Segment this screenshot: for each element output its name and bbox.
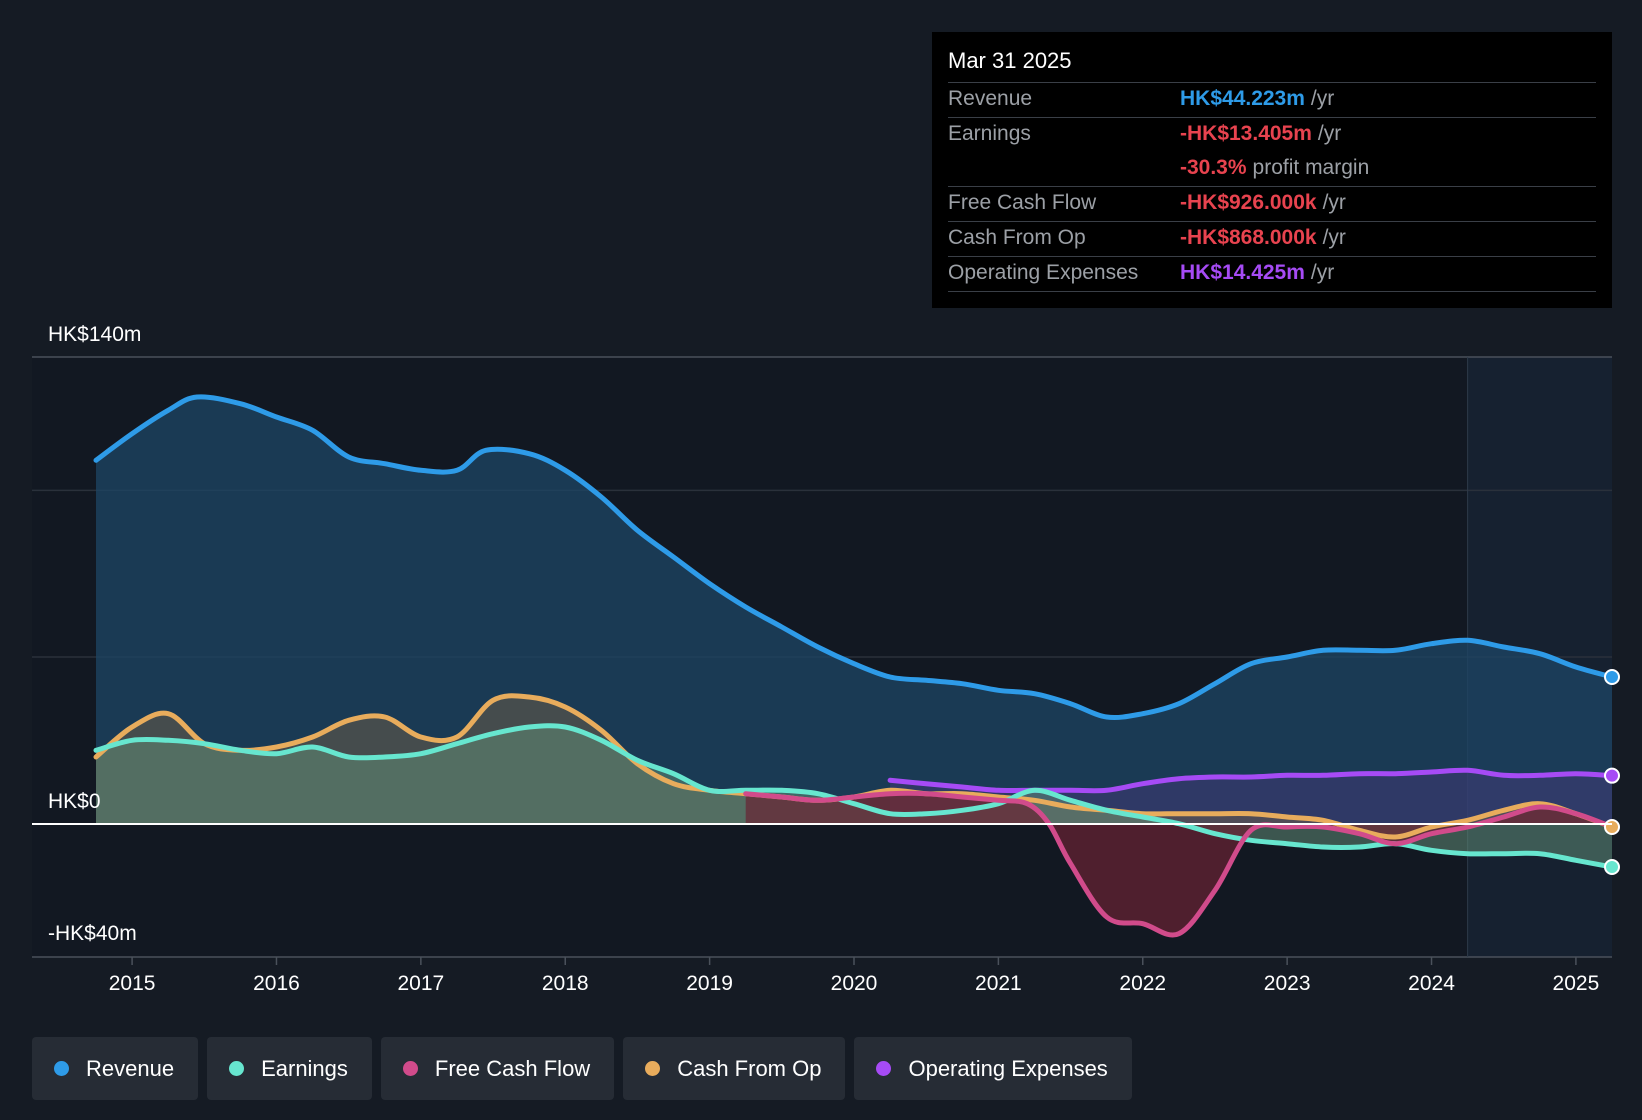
x-tick-label: 2024 [1408, 972, 1455, 995]
x-tick-label: 2015 [109, 972, 156, 995]
tooltip-row-profit-margin: -30.3% profit margin [948, 152, 1596, 186]
legend-item-cash-from-op[interactable]: Cash From Op [623, 1037, 846, 1100]
earnings-end-point [1604, 859, 1620, 875]
tooltip-label: Free Cash Flow [948, 191, 1097, 214]
tooltip-unit: /yr [1310, 87, 1335, 110]
tooltip-row-revenue: Revenue HK$44.223m /yr [948, 82, 1596, 117]
x-tick-label: 2020 [831, 972, 878, 995]
operating-expenses-dot-icon [876, 1061, 892, 1076]
y-tick-label-top: HK$140m [48, 323, 141, 346]
x-tick-label: 2023 [1264, 972, 1311, 995]
free-cash-flow-line [743, 790, 1615, 938]
free-cash-flow-area [745, 793, 1612, 936]
tooltip-row-cash-from-op: Cash From Op -HK$868.000k /yr [948, 221, 1596, 256]
operating-expenses-end-point [1604, 767, 1620, 784]
tooltip-label: Operating Expenses [948, 261, 1139, 284]
legend-item-operating-expenses[interactable]: Operating Expenses [854, 1037, 1132, 1100]
tooltip-label: Earnings [948, 122, 1031, 145]
tooltip-value: -30.3% [1180, 156, 1247, 179]
earnings-line [93, 723, 1615, 870]
tooltip-row-free-cash-flow: Free Cash Flow -HK$926.000k /yr [948, 186, 1596, 221]
legend-label: Earnings [261, 1055, 348, 1081]
legend-label: Operating Expenses [908, 1055, 1108, 1081]
y-tick-label-zero: HK$0 [48, 790, 101, 813]
operating-expenses-line [887, 767, 1615, 794]
free-cash-flow-dot-icon [402, 1061, 418, 1076]
tooltip-value: HK$44.223m [1180, 87, 1305, 110]
tooltip-value: -HK$926.000k [1180, 191, 1317, 214]
earnings-dot-icon [229, 1061, 245, 1076]
tooltip-unit: /yr [1310, 261, 1335, 284]
tooltip-row-operating-expenses: Operating Expenses HK$14.425m /yr [948, 256, 1596, 292]
revenue-line [93, 394, 1615, 721]
tooltip-value: HK$14.425m [1180, 261, 1305, 284]
tooltip-row-earnings: Earnings -HK$13.405m /yr [948, 117, 1596, 152]
legend-label: Revenue [86, 1055, 175, 1081]
cash-from-op-dot-icon [645, 1061, 661, 1076]
tooltip-date: Mar 31 2025 [948, 48, 1072, 73]
x-tick-label: 2018 [542, 972, 589, 995]
tooltip-label [948, 152, 1180, 186]
legend-label: Cash From Op [677, 1055, 822, 1081]
x-tick-label: 2025 [1553, 972, 1600, 995]
x-tick-label: 2016 [253, 972, 300, 995]
tooltip-unit: /yr [1317, 122, 1342, 145]
x-tick-label: 2021 [975, 972, 1022, 995]
tooltip-label: Revenue [948, 87, 1033, 110]
tooltip-value: -HK$13.405m [1180, 122, 1312, 145]
cash-from-op-end-point [1604, 819, 1620, 835]
tooltip-unit: /yr [1322, 191, 1346, 214]
revenue-end-point [1604, 669, 1620, 685]
legend-label: Free Cash Flow [434, 1055, 591, 1081]
revenue-dot-icon [54, 1061, 69, 1076]
tooltip-unit: /yr [1322, 226, 1346, 249]
legend-item-revenue[interactable]: Revenue [32, 1037, 199, 1100]
y-tick-label-bottom: -HK$40m [48, 922, 137, 945]
tooltip-panel: Mar 31 2025 Revenue HK$44.223m /yr Earni… [932, 32, 1612, 308]
x-tick-label: 2017 [397, 972, 444, 995]
tooltip-value: -HK$868.000k [1180, 226, 1317, 249]
tooltip-label: Cash From Op [948, 226, 1086, 249]
tooltip-unit: profit margin [1252, 156, 1370, 179]
x-tick-label: 2022 [1119, 972, 1166, 995]
legend-item-free-cash-flow[interactable]: Free Cash Flow [380, 1037, 615, 1100]
legend-item-earnings[interactable]: Earnings [207, 1037, 372, 1100]
legend: Revenue Earnings Free Cash Flow Cash Fro… [32, 1037, 1132, 1100]
x-tick-label: 2019 [686, 972, 733, 995]
